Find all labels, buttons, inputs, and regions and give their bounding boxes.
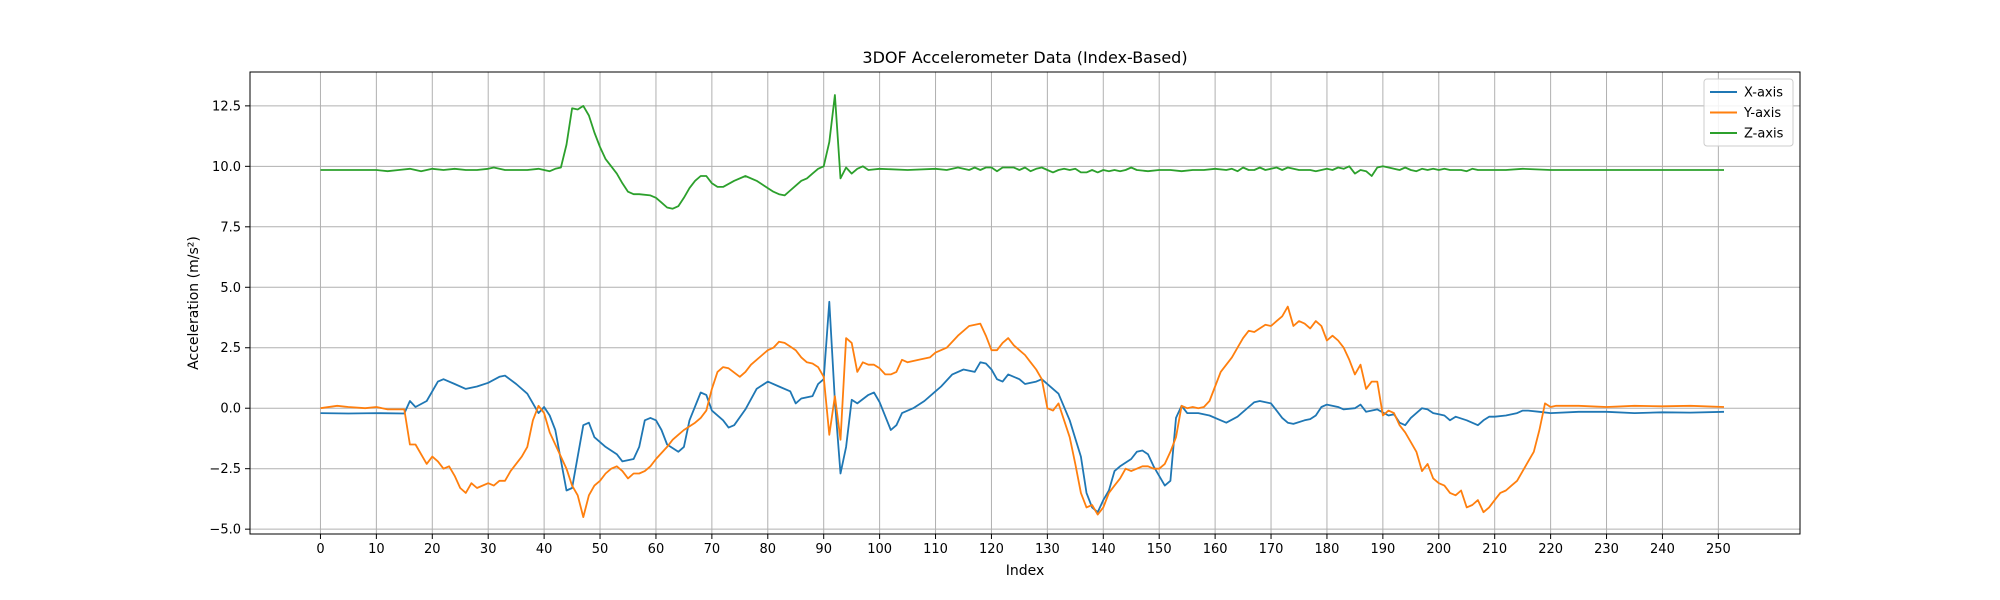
y-tick-label: 2.5 xyxy=(220,341,241,356)
y-tick-label: 7.5 xyxy=(220,220,241,235)
legend-label: X-axis xyxy=(1744,86,1783,101)
x-tick-label: 80 xyxy=(760,542,777,557)
x-tick-label: 40 xyxy=(536,542,553,557)
y-tick-label: 12.5 xyxy=(212,99,241,114)
legend-label: Z-axis xyxy=(1744,127,1784,142)
x-tick-label: 200 xyxy=(1426,542,1451,557)
x-tick-label: 160 xyxy=(1203,542,1228,557)
x-tick-label: 130 xyxy=(1035,542,1060,557)
series-line-x-axis xyxy=(320,300,1725,514)
x-tick-label: 120 xyxy=(979,542,1004,557)
x-tick-label: 100 xyxy=(867,542,892,557)
legend-box xyxy=(1703,78,1794,147)
y-tick-label: −2.5 xyxy=(209,462,241,477)
x-tick-label: 110 xyxy=(923,542,948,557)
x-tick-label: 140 xyxy=(1091,542,1116,557)
x-tick-label: 10 xyxy=(368,542,385,557)
plot-frame xyxy=(249,71,1801,535)
x-tick-label: 90 xyxy=(815,542,832,557)
series-line-y-axis xyxy=(320,305,1725,518)
x-tick-label: 250 xyxy=(1706,542,1731,557)
x-tick-label: 190 xyxy=(1370,542,1395,557)
x-tick-label: 30 xyxy=(480,542,497,557)
x-tick-label: 60 xyxy=(648,542,665,557)
y-tick-label: 5.0 xyxy=(220,281,241,296)
legend-label: Y-axis xyxy=(1743,106,1781,121)
y-axis-label: Acceleration (m/s²) xyxy=(186,236,202,370)
x-tick-label: 240 xyxy=(1650,542,1675,557)
x-tick-label: 170 xyxy=(1259,542,1284,557)
x-tick-label: 180 xyxy=(1315,542,1340,557)
y-tick-label: 0.0 xyxy=(220,402,241,417)
x-tick-label: 0 xyxy=(316,542,324,557)
y-tick-label: −5.0 xyxy=(209,523,241,538)
series-lines xyxy=(320,94,1725,518)
x-tick-label: 210 xyxy=(1482,542,1507,557)
chart-title: 3DOF Accelerometer Data (Index-Based) xyxy=(862,48,1187,67)
x-axis-label: Index xyxy=(1006,563,1045,579)
x-tick-label: 20 xyxy=(424,542,441,557)
x-tick-label: 70 xyxy=(704,542,721,557)
x-tick-label: 150 xyxy=(1147,542,1172,557)
x-tick-label: 220 xyxy=(1538,542,1563,557)
series-line-z-axis xyxy=(320,94,1724,210)
y-tick-label: 10.0 xyxy=(212,160,241,175)
x-tick-label: 50 xyxy=(592,542,609,557)
axis-ticks: 0 10 20 30 40 50 60 70 80 90 100 110 120 130 140 150 160… xyxy=(209,99,1730,557)
legend: X-axis Y-axis Z-axis xyxy=(1703,78,1794,147)
x-tick-label: 230 xyxy=(1594,542,1619,557)
